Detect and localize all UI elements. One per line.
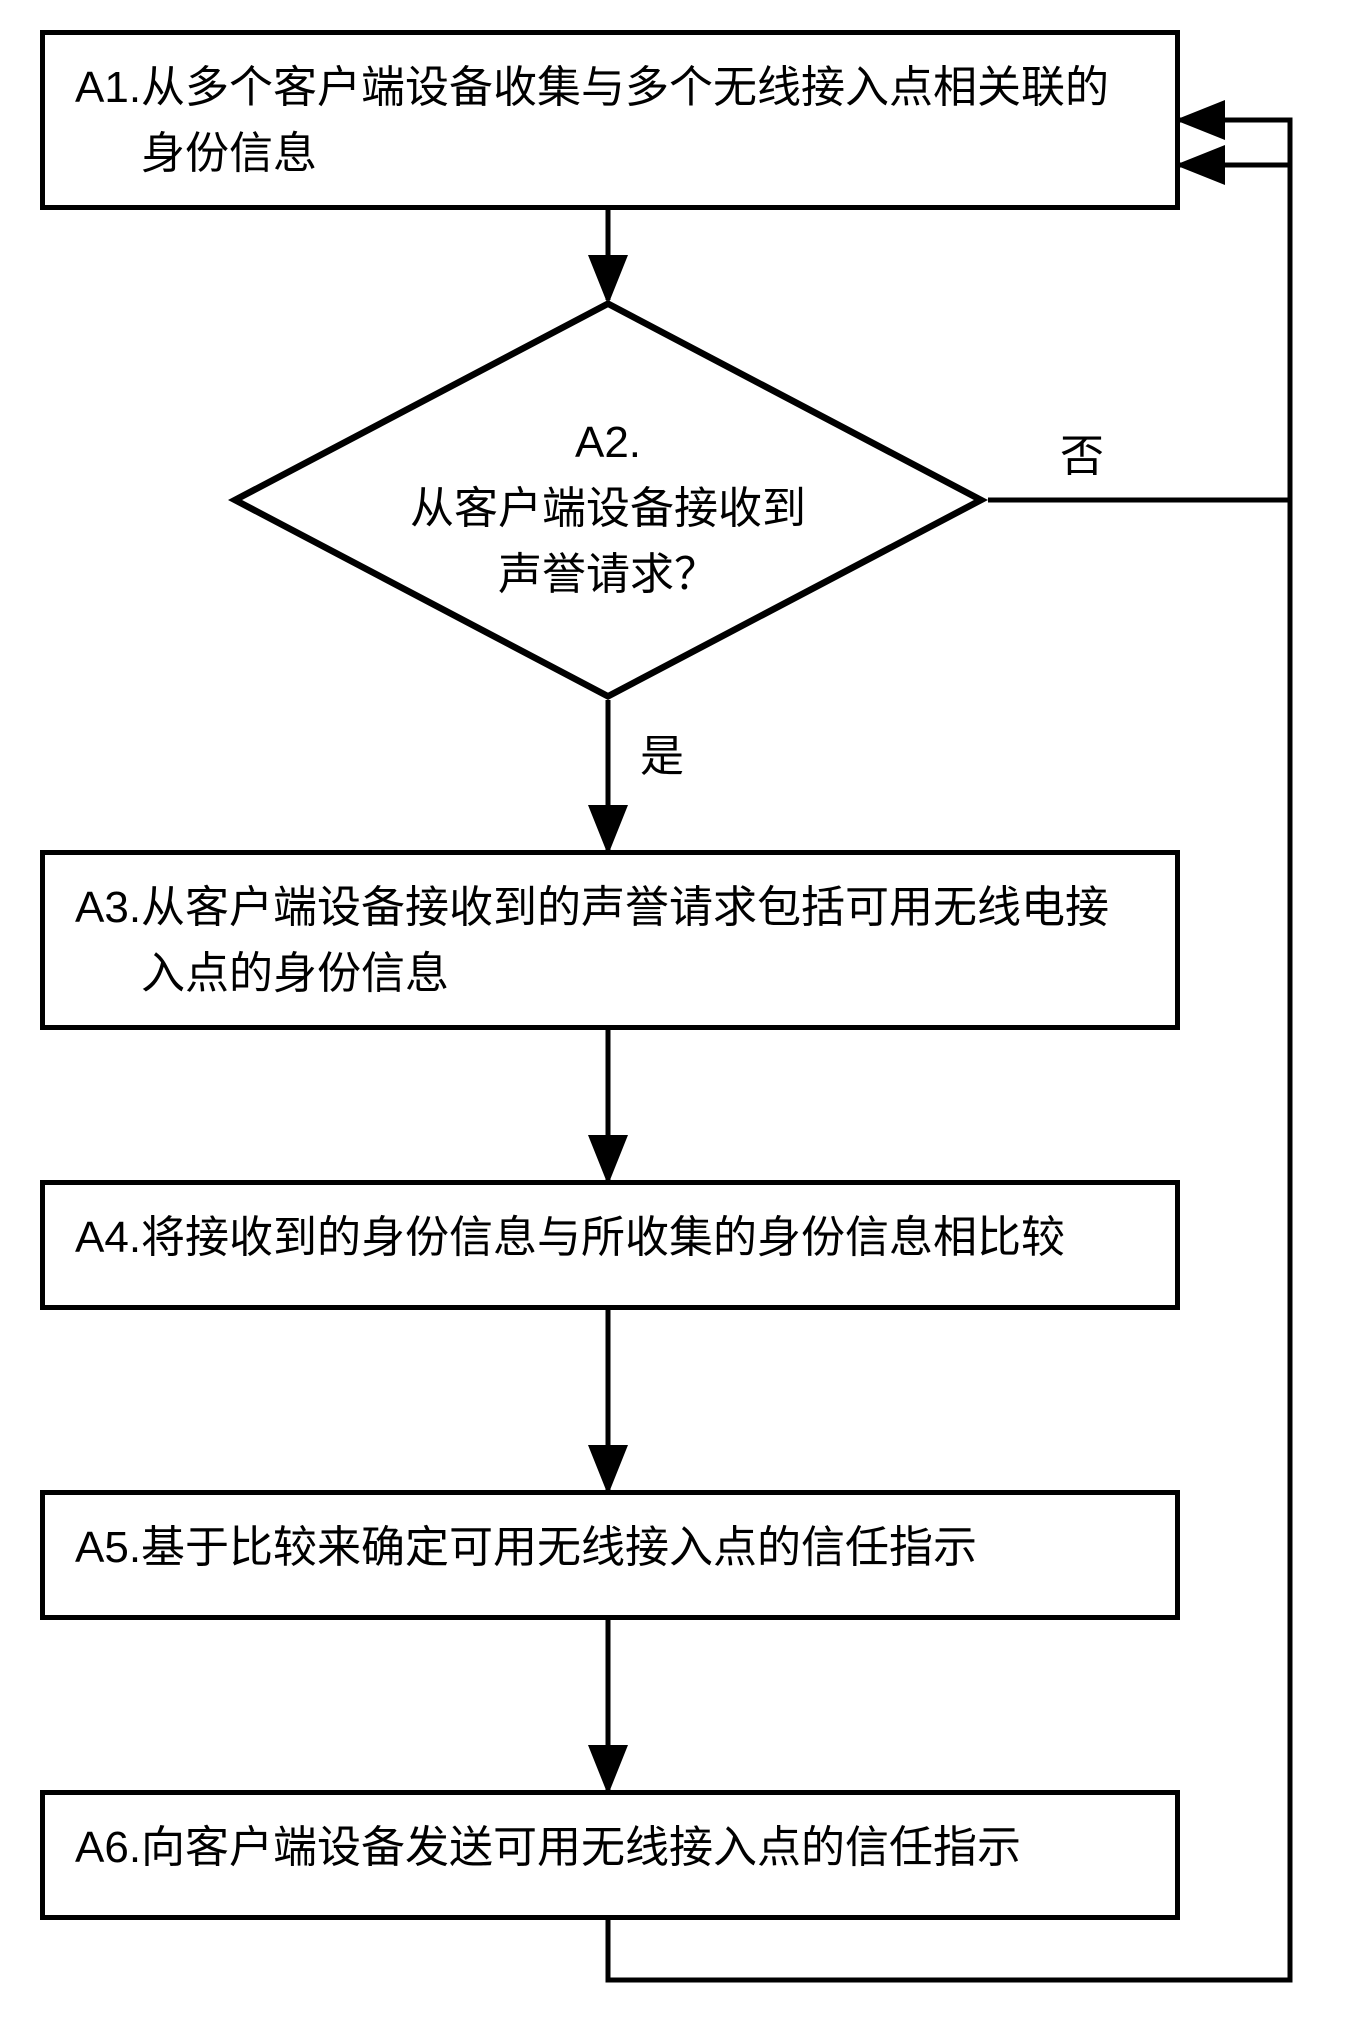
step-a3-text: 从客户端设备接收到的声誉请求包括可用无线电接入点的身份信息 [141, 875, 1145, 1007]
step-a4-label: A4. [75, 1205, 141, 1271]
step-a4: A4. 将接收到的身份信息与所收集的身份信息相比较 [40, 1180, 1180, 1310]
step-a5-label: A5. [75, 1515, 141, 1581]
decision-a2-shape [228, 300, 988, 700]
edge-label-yes: 是 [640, 720, 684, 784]
step-a5: A5. 基于比较来确定可用无线接入点的信任指示 [40, 1490, 1180, 1620]
step-a6-text: 向客户端设备发送可用无线接入点的信任指示 [141, 1815, 1021, 1881]
edge-label-no: 否 [1060, 420, 1104, 484]
step-a6-label: A6. [75, 1815, 141, 1881]
step-a4-text: 将接收到的身份信息与所收集的身份信息相比较 [141, 1205, 1065, 1271]
flowchart-canvas: A1. 从多个客户端设备收集与多个无线接入点相关联的身份信息 A2. 从客户端设… [0, 0, 1367, 2024]
step-a3: A3. 从客户端设备接收到的声誉请求包括可用无线电接入点的身份信息 [40, 850, 1180, 1030]
step-a3-label: A3. [75, 875, 141, 941]
step-a5-text: 基于比较来确定可用无线接入点的信任指示 [141, 1515, 977, 1581]
step-a1-label: A1. [75, 55, 141, 121]
step-a1: A1. 从多个客户端设备收集与多个无线接入点相关联的身份信息 [40, 30, 1180, 210]
decision-a2: A2. 从客户端设备接收到声誉请求？ [228, 300, 988, 700]
step-a6: A6. 向客户端设备发送可用无线接入点的信任指示 [40, 1790, 1180, 1920]
step-a1-text: 从多个客户端设备收集与多个无线接入点相关联的身份信息 [141, 55, 1145, 187]
